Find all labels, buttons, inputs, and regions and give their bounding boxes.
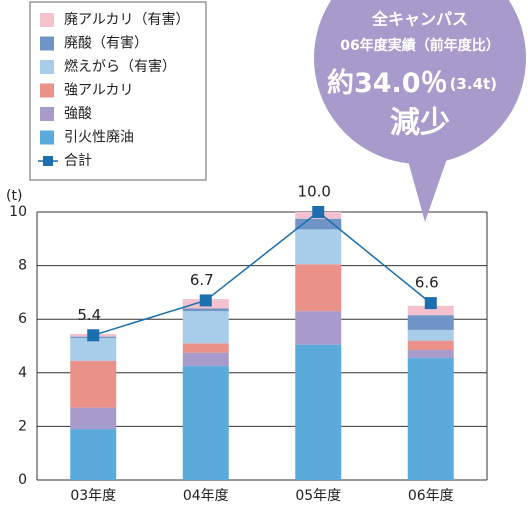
y-tick-label: 0 [18,472,27,488]
x-tick-label: 04年度 [183,488,229,504]
legend-swatch [40,107,54,121]
legend-swatch [40,130,54,145]
callout-amount: (3.4t) [450,75,497,93]
y-tick-label: 10 [9,204,27,220]
bar-segment [407,305,454,316]
legend-swatch [40,83,54,98]
legend-label: 強アルカリ [64,83,133,99]
y-axis-label: (t) [6,188,22,204]
total-marker [424,297,437,310]
bar-segment [70,337,117,361]
callout-line: 約34.0％ (3.4t) [327,67,497,99]
legend-label: 廃アルカリ（有害） [64,11,189,28]
y-tick-label: 8 [18,258,27,274]
total-label: 6.6 [415,274,439,292]
legend-label: 燃えがら（有害） [64,58,176,75]
callout-line: 06年度実績（前年度比） [340,37,499,54]
total-marker [199,294,212,307]
bar-segment [182,311,229,344]
total-marker [312,206,325,218]
legend-label: 強酸 [64,106,92,122]
bar-segment [295,229,342,265]
bar-segment [407,350,454,359]
callout-number: 約34.0％ [327,67,448,99]
legend-label: 引火性廃油 [64,129,134,146]
bar-segment [182,366,229,480]
legend-label: 合計 [64,153,92,169]
callout-tail [405,150,450,222]
bar-segment [407,329,454,341]
bar-segment [407,340,454,351]
x-tick-label: 03年度 [70,488,116,504]
legend-swatch [40,60,54,74]
bar-segment [407,315,454,330]
legend-swatch [40,36,54,51]
y-tick-label: 2 [18,418,27,434]
total-label: 10.0 [298,183,331,201]
bar-segment [295,264,342,312]
callout-bubble [314,0,526,164]
bar-segment [295,218,342,230]
legend-box [29,1,207,181]
total-line [93,211,432,336]
bar-segment [182,308,229,312]
total-label: 6.7 [190,271,214,289]
legend-swatch [40,13,54,27]
total-label: 5.4 [77,306,101,324]
total-marker [87,329,100,342]
bar-segment [407,358,454,480]
y-tick-label: 6 [18,311,27,327]
y-tick-label: 4 [18,365,27,381]
bar-segment [70,360,117,408]
bar-segment [182,343,229,353]
legend-marker [43,156,53,166]
bar-segment [70,407,117,430]
x-tick-label: 06年度 [408,488,454,504]
bar-segment [295,311,342,345]
legend-label: 廃酸（有害） [64,35,148,52]
x-tick-label: 05年度 [295,488,341,504]
bar-segment [70,429,117,480]
bar-segment [182,352,229,367]
callout: 全キャンパス 06年度実績（前年度比） 約34.0％ (3.4t) 減少 [314,0,526,222]
bar-segment [295,344,342,480]
callout-line: 減少 [390,106,450,141]
callout-line: 全キャンパス [371,10,468,29]
